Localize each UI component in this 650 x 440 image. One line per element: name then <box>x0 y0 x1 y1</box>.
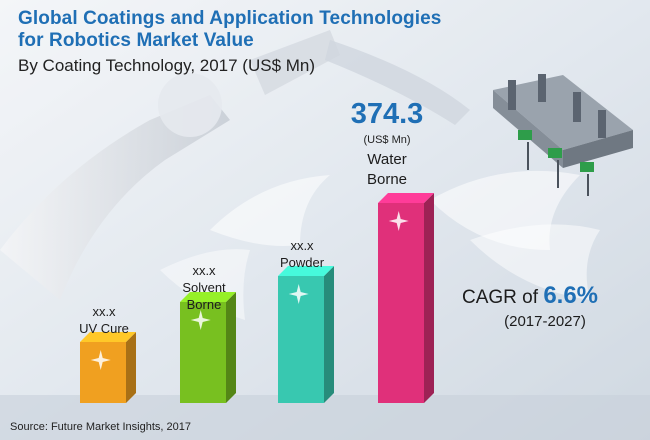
bar-sparkle-powder <box>288 284 309 304</box>
bar-label-uv-cure: xx.x UV Cure <box>72 303 136 337</box>
bar-unit-water-borne: (US$ Mn) <box>363 134 411 146</box>
cagr-value: 6.6% <box>543 282 599 309</box>
bar-top-solvent-borne <box>180 292 236 302</box>
chart-title: Global Coatings and Application Technolo… <box>18 8 478 52</box>
coating-machine-illustration <box>493 74 633 196</box>
cagr-period: (2017-2027) <box>504 313 586 330</box>
chart-title-line1: Global Coatings and Application Technolo… <box>18 8 442 29</box>
bar-label-solvent-borne: xx.x Solvent Borne <box>172 262 236 313</box>
bar-solvent-borne <box>180 302 226 403</box>
bar-top-powder <box>278 266 334 276</box>
source-note: Source: Future Market Insights, 2017 <box>10 421 191 433</box>
chart-subtitle: By Coating Technology, 2017 (US$ Mn) <box>18 56 316 75</box>
bar-value-solvent-borne: xx.x <box>192 263 216 278</box>
bar-name-powder: Powder <box>279 255 325 270</box>
bar-side-powder <box>324 266 334 403</box>
bar-name-solvent-borne-line1: Solvent <box>182 280 226 295</box>
bar-label-powder: xx.x Powder <box>270 237 334 271</box>
bar-value-uv-cure: xx.x <box>92 304 116 319</box>
bar-label-water-borne: Water Borne <box>342 150 432 190</box>
bar-water-borne <box>378 203 424 403</box>
cagr-callout: CAGR of 6.6% <box>462 282 642 310</box>
bar-side-uv-cure <box>126 332 136 403</box>
bar-name-water-borne-line1: Water <box>367 151 407 168</box>
bar-name-uv-cure: UV Cure <box>79 321 129 336</box>
bar-sparkle-water-borne <box>388 211 409 231</box>
bar-value-water-borne: 374.3 <box>350 98 424 130</box>
bar-top-water-borne <box>378 193 434 203</box>
bar-sparkle-uv-cure <box>90 350 111 370</box>
bar-side-water-borne <box>424 193 434 403</box>
bar-name-water-borne-line2: Borne <box>366 171 408 188</box>
bar-top-uv-cure <box>80 332 136 342</box>
cagr-prefix: CAGR of <box>462 287 544 308</box>
bar-powder <box>278 276 324 403</box>
bar-uv-cure <box>80 342 126 403</box>
bar-sparkle-solvent-borne <box>190 310 211 330</box>
bar-side-solvent-borne <box>226 292 236 403</box>
chart-title-line2: for Robotics Market Value <box>18 30 254 51</box>
bar-name-solvent-borne-line2: Borne <box>186 297 222 312</box>
bar-value-powder: xx.x <box>290 238 314 253</box>
